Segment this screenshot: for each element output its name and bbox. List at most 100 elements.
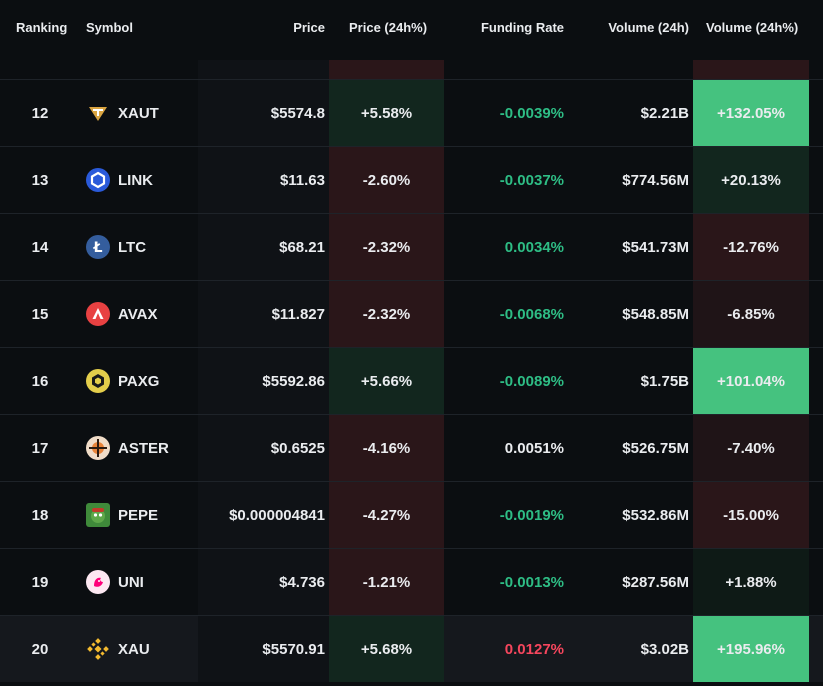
symbol-cell[interactable]: XAUT xyxy=(86,80,196,146)
symbol-label: LTC xyxy=(118,238,147,256)
table-row[interactable]: 17 ASTER $0.6525 -4.16% 0.0051% $526.75M -7.40… xyxy=(0,414,823,481)
chainlink-icon xyxy=(86,168,110,192)
table-header: Ranking Symbol Price Price (24h%) Fundin… xyxy=(0,0,823,60)
volume-change-cell: -7.40% xyxy=(693,415,809,481)
rank-cell: 20 xyxy=(31,640,49,658)
price-change-cell: -2.32% xyxy=(329,281,444,347)
funding-rate-cell: -0.0039% xyxy=(499,104,564,122)
price-change-cell: -4.16% xyxy=(329,415,444,481)
column-header-volume-change[interactable]: Volume (24h%) xyxy=(706,20,799,35)
litecoin-icon: Ł xyxy=(86,235,110,259)
volume-cell: $548.85M xyxy=(622,305,689,323)
volume-change-cell: +132.05% xyxy=(693,80,809,146)
symbol-cell[interactable]: UNI xyxy=(86,549,196,615)
price-column-background xyxy=(198,348,329,414)
binance-xau-icon xyxy=(86,637,110,661)
funding-rate-cell: -0.0019% xyxy=(499,506,564,524)
symbol-label: AVAX xyxy=(118,305,158,323)
pax-gold-icon xyxy=(86,369,110,393)
table-row[interactable]: 14 Ł LTC $68.21 -2.32% 0.0034% $541.73M -12.76% xyxy=(0,213,823,280)
rank-cell: 18 xyxy=(31,506,49,524)
column-header-price-change[interactable]: Price (24h%) xyxy=(349,20,428,35)
price-change-cell: +5.66% xyxy=(329,348,444,414)
price-column-background xyxy=(198,281,329,347)
price-change-cell: -2.32% xyxy=(329,214,444,280)
price-change-cell: -4.27% xyxy=(329,482,444,548)
price-column-background xyxy=(198,616,329,682)
rank-cell: 14 xyxy=(31,238,49,256)
volume-cell: $287.56M xyxy=(622,573,689,591)
price-column-background xyxy=(198,147,329,213)
rank-cell: 16 xyxy=(31,372,49,390)
symbol-cell[interactable]: ASTER xyxy=(86,415,196,481)
volume-cell: $541.73M xyxy=(622,238,689,256)
rank-cell: 12 xyxy=(31,104,49,122)
rank-cell: 19 xyxy=(31,573,49,591)
volume-cell: $774.56M xyxy=(622,171,689,189)
volume-cell: $3.02B xyxy=(640,640,689,658)
price-change-cell: -1.21% xyxy=(329,549,444,615)
volume-change-cell: +20.13% xyxy=(693,147,809,213)
volume-change-cell: +101.04% xyxy=(693,348,809,414)
column-header-volume[interactable]: Volume (24h) xyxy=(608,20,689,35)
volume-change-cell: -15.00% xyxy=(693,482,809,548)
price-cell: $5570.91 xyxy=(262,640,325,658)
avalanche-icon xyxy=(86,302,110,326)
symbol-cell[interactable]: XAU xyxy=(86,616,196,682)
symbol-cell[interactable]: AVAX xyxy=(86,281,196,347)
table-row[interactable]: 13 LINK $11.63 -2.60% -0.0037% $774.56M +20.13… xyxy=(0,146,823,213)
volume-change-cell: -6.85% xyxy=(693,281,809,347)
price-cell: $0.000004841 xyxy=(229,506,325,524)
volume-change-cell: +1.88% xyxy=(693,549,809,615)
column-header-symbol[interactable]: Symbol xyxy=(86,20,133,35)
symbol-label: XAU xyxy=(118,640,150,658)
tether-gold-icon xyxy=(86,101,110,125)
price-column-background xyxy=(198,482,329,548)
funding-rate-cell: 0.0034% xyxy=(504,238,564,256)
rank-cell: 17 xyxy=(31,439,49,457)
table-row[interactable]: 19 UNI $4.736 -1.21% -0.0013% $287.56M +1.88% xyxy=(0,548,823,615)
aster-icon xyxy=(86,436,110,460)
column-header-funding-rate[interactable]: Funding Rate xyxy=(480,20,564,35)
volume-change-cell: +195.96% xyxy=(693,616,809,682)
symbol-label: PEPE xyxy=(118,506,159,524)
funding-rate-cell: -0.0013% xyxy=(499,573,564,591)
symbol-label: PAXG xyxy=(118,372,160,390)
pepe-icon xyxy=(86,503,110,527)
symbol-cell[interactable]: PEPE xyxy=(86,482,196,548)
table-row[interactable]: 12 XAUT $5574.8 +5.58% -0.0039% $2.21B +132.05… xyxy=(0,79,823,146)
symbol-cell[interactable]: Ł LTC xyxy=(86,214,196,280)
volume-cell: $1.75B xyxy=(640,372,689,390)
rank-cell: 13 xyxy=(31,171,49,189)
symbol-label: XAUT xyxy=(118,104,159,122)
table-row[interactable]: 16 PAXG $5592.86 +5.66% -0.0089% $1.75B +101.0… xyxy=(0,347,823,414)
price-cell: $11.827 xyxy=(271,305,325,323)
price-cell: $4.736 xyxy=(279,573,325,591)
volume-cell: $2.21B xyxy=(640,104,689,122)
uniswap-icon xyxy=(86,570,110,594)
price-change-cell: +5.58% xyxy=(329,80,444,146)
funding-rate-cell: -0.0068% xyxy=(499,305,564,323)
symbol-label: UNI xyxy=(118,573,144,591)
price-column-background xyxy=(198,415,329,481)
column-header-price[interactable]: Price xyxy=(293,20,325,35)
rank-cell: 15 xyxy=(31,305,49,323)
symbol-cell[interactable]: PAXG xyxy=(86,348,196,414)
price-cell: $5592.86 xyxy=(262,372,325,390)
price-change-cell: -2.60% xyxy=(329,147,444,213)
column-header-ranking[interactable]: Ranking xyxy=(16,20,68,35)
price-column-background xyxy=(198,549,329,615)
funding-rate-cell: 0.0051% xyxy=(504,439,564,457)
price-column-background xyxy=(198,214,329,280)
table-row[interactable]: 18 PEPE $0.000004841 -4.27% -0.0019% $532.86M… xyxy=(0,481,823,548)
symbol-cell[interactable]: LINK xyxy=(86,147,196,213)
previous-row-remnant xyxy=(0,60,823,79)
price-cell: $68.21 xyxy=(279,238,325,256)
symbol-label: ASTER xyxy=(118,439,169,457)
volume-cell: $532.86M xyxy=(622,506,689,524)
table-row[interactable]: 20 XAU $5570.91 +5.68% 0.0127% $3.02B +195.96% xyxy=(0,615,823,682)
table-row[interactable]: 15 AVAX $11.827 -2.32% -0.0068% $548.85M -6.85… xyxy=(0,280,823,347)
symbol-label: LINK xyxy=(118,171,153,189)
price-cell: $5574.8 xyxy=(270,104,325,122)
funding-rate-cell: -0.0037% xyxy=(499,171,564,189)
